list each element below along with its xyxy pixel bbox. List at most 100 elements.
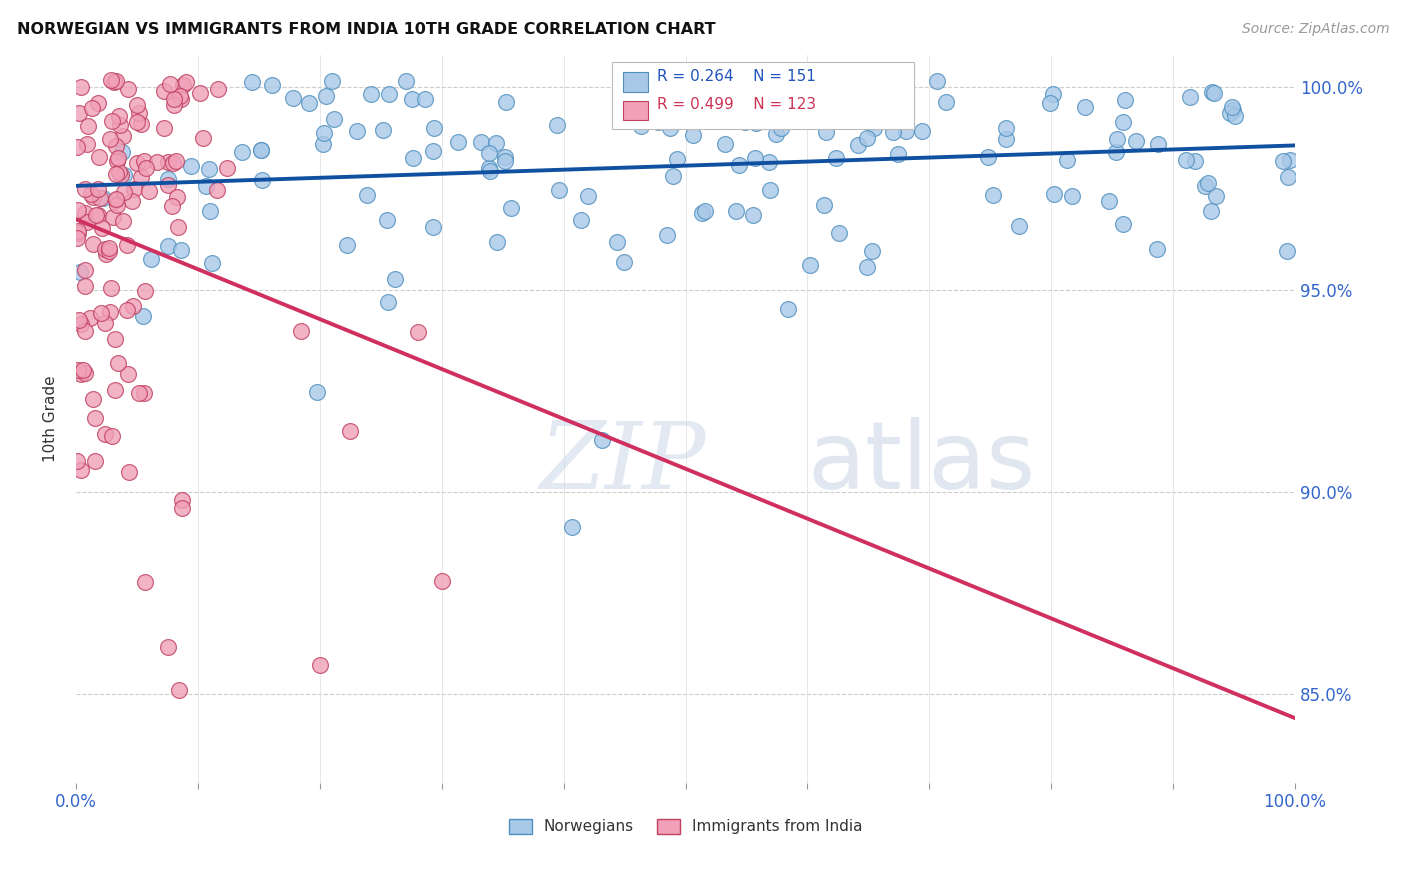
Point — [477, 161, 499, 176]
Point — [141, 252, 163, 266]
Point — [339, 424, 361, 438]
Point — [630, 120, 652, 134]
Point — [153, 84, 176, 98]
Point — [94, 242, 117, 256]
Point — [112, 214, 135, 228]
Point — [172, 78, 194, 92]
Point — [305, 385, 328, 400]
Point — [76, 136, 98, 151]
Point — [312, 126, 335, 140]
Point — [215, 161, 238, 176]
Point — [104, 193, 127, 207]
Point — [1042, 87, 1064, 102]
Point — [207, 81, 229, 95]
Point — [695, 106, 717, 120]
Point — [66, 454, 89, 468]
Point — [402, 151, 425, 165]
Point — [104, 167, 127, 181]
Point — [121, 194, 143, 208]
Point — [112, 169, 135, 183]
Text: R = 0.499    N = 123: R = 0.499 N = 123 — [657, 97, 815, 112]
Point — [1194, 178, 1216, 193]
Point — [127, 98, 149, 112]
Point — [321, 74, 343, 88]
Point — [159, 77, 181, 91]
Text: ZIP: ZIP — [540, 417, 706, 508]
Point — [693, 204, 716, 219]
Point — [67, 106, 90, 120]
Point — [107, 151, 129, 165]
Point — [290, 324, 312, 338]
Point — [80, 102, 103, 116]
Point — [994, 120, 1017, 135]
Point — [1219, 106, 1241, 120]
Point — [1205, 188, 1227, 202]
Point — [835, 84, 858, 98]
Point — [860, 244, 883, 259]
Point — [117, 465, 139, 479]
Point — [1271, 153, 1294, 168]
Point — [132, 385, 155, 400]
Point — [927, 73, 949, 87]
Point — [690, 206, 713, 220]
Point — [66, 230, 89, 244]
Y-axis label: 10th Grade: 10th Grade — [44, 376, 58, 462]
Point — [79, 310, 101, 325]
Point — [104, 74, 127, 88]
Point — [111, 128, 134, 143]
Point — [129, 169, 152, 184]
Point — [169, 88, 191, 103]
Point — [703, 95, 725, 110]
Point — [156, 640, 179, 655]
Point — [66, 139, 89, 153]
Point — [80, 187, 103, 202]
Point — [117, 238, 139, 252]
Point — [1277, 170, 1299, 185]
Point — [94, 247, 117, 261]
Point — [315, 88, 337, 103]
Point — [198, 161, 221, 176]
Point — [495, 95, 517, 110]
Point — [356, 188, 378, 202]
Point — [134, 153, 156, 168]
Point — [69, 367, 91, 381]
Point — [814, 125, 837, 139]
Point — [765, 128, 787, 142]
Point — [846, 137, 869, 152]
Point — [98, 244, 121, 259]
Point — [122, 299, 145, 313]
Point — [163, 91, 186, 105]
Point — [135, 161, 157, 176]
Point — [485, 136, 508, 150]
Point — [83, 411, 105, 425]
Point — [725, 204, 748, 219]
Point — [67, 313, 90, 327]
Point — [828, 227, 851, 241]
Point — [98, 241, 121, 255]
Point — [1178, 90, 1201, 104]
Point — [576, 189, 599, 203]
Point — [735, 91, 758, 105]
Point — [98, 305, 121, 319]
Point — [1174, 153, 1197, 168]
Point — [935, 95, 957, 109]
Point — [346, 124, 368, 138]
Point — [252, 172, 274, 186]
Point — [682, 128, 704, 142]
Point — [744, 151, 766, 165]
Point — [112, 186, 135, 200]
Point — [82, 236, 104, 251]
Point — [103, 75, 125, 89]
Point — [825, 152, 848, 166]
Point — [250, 144, 273, 158]
Point — [613, 254, 636, 268]
Point — [375, 212, 398, 227]
Point — [162, 155, 184, 169]
Point — [309, 658, 332, 673]
Point — [882, 125, 904, 139]
Point — [1275, 244, 1298, 258]
Point — [75, 263, 97, 277]
Point — [1184, 153, 1206, 168]
Point — [1060, 188, 1083, 202]
Point — [336, 238, 359, 252]
